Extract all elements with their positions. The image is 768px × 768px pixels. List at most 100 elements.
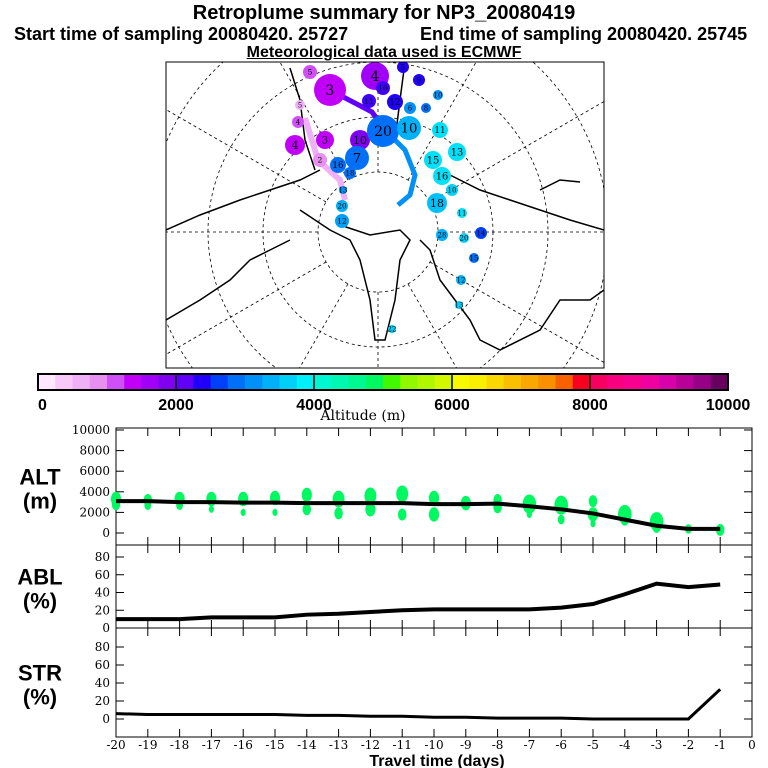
trajectory-cluster-marker (350, 130, 370, 150)
altitude-cluster-point (208, 505, 214, 513)
colorbar-swatch (607, 374, 625, 390)
colorbar-swatch (486, 374, 505, 390)
colorbar-swatch (348, 374, 367, 390)
x-tick-label: -16 (234, 738, 253, 752)
colorbar-swatch (659, 374, 677, 390)
longitude-line (166, 109, 327, 203)
longitude-line (429, 261, 604, 363)
colorbar-swatch (262, 374, 280, 390)
cluster-label: 9 (417, 76, 421, 84)
coastline (439, 169, 604, 231)
cluster-label: 18 (346, 169, 355, 177)
colorbar-swatch (624, 374, 643, 390)
x-tick-label: -15 (265, 738, 284, 752)
y-tick-label: 4000 (79, 485, 110, 499)
colorbar-swatch (417, 374, 436, 390)
colorbar-swatch (383, 374, 401, 390)
coastline (166, 169, 321, 231)
colorbar-swatch (89, 374, 108, 390)
cluster-label: 2 (318, 156, 323, 165)
trajectory-cluster-marker (427, 193, 447, 213)
cluster-label: 11 (364, 97, 374, 106)
cluster-label: 15 (427, 155, 440, 166)
x-tick-label: -4 (619, 738, 631, 752)
colorbar-tick-label: 8000 (572, 397, 608, 414)
cluster-label: 10 (401, 122, 418, 137)
altitude-cluster-point (301, 487, 312, 503)
colorbar-swatch (107, 374, 125, 390)
cluster-label: 10 (353, 134, 367, 147)
trajectory-cluster-marker (387, 94, 403, 110)
colorbar-swatch (693, 374, 712, 390)
cluster-label: 13 (339, 186, 348, 194)
cluster-label: 20 (338, 202, 347, 210)
cluster-label: 10 (378, 84, 388, 93)
altitude-cluster-point (557, 514, 565, 525)
altitude-cluster-point (397, 508, 407, 521)
cluster-label: 15 (470, 254, 479, 262)
y-tick-label: 0 (102, 621, 110, 635)
trajectory-cluster-marker (432, 122, 448, 138)
cluster-label: 5 (401, 63, 405, 71)
cluster-label: 4 (292, 139, 299, 152)
x-tick-label: -5 (587, 738, 599, 752)
y-tick-label: 20 (95, 603, 110, 617)
y-tick-label: 60 (95, 568, 110, 582)
trajectory-cluster-marker (397, 116, 421, 140)
altitude-cluster-point (590, 520, 596, 528)
longitude-line (299, 283, 349, 368)
colorbar-swatch (55, 374, 73, 390)
trajectory-cluster-marker (313, 153, 327, 167)
colorbar-swatch (572, 374, 591, 390)
colorbar-swatch (72, 374, 91, 390)
trajectory-cluster-marker (314, 74, 346, 106)
colorbar-swatch (555, 374, 574, 390)
trajectory-cluster-marker (295, 100, 305, 110)
cluster-label: 3 (322, 135, 328, 146)
y-tick-label: 0 (102, 712, 110, 726)
y-tick-label: 8000 (79, 444, 110, 458)
trajectory-cluster-marker (330, 157, 346, 173)
trajectory-cluster-marker (446, 184, 458, 196)
altitude-cluster-point (365, 502, 376, 517)
trajectory-line (383, 128, 418, 207)
cluster-label: 10 (448, 186, 457, 194)
y-tick-label: 40 (95, 676, 110, 690)
trajectory-cluster-marker (424, 151, 442, 169)
altitude-cluster-point (272, 508, 278, 516)
cluster-label: 7 (353, 152, 361, 167)
coastline (539, 179, 581, 191)
colorbar-tick-label: 0 (38, 397, 47, 414)
longitude-line (166, 261, 327, 355)
panel-label: ABL (17, 565, 62, 590)
cluster-label: 20 (374, 124, 392, 140)
x-tick-label: -1 (714, 738, 726, 752)
series-line (116, 499, 721, 531)
y-tick-label: 6000 (79, 464, 110, 478)
trajectory-cluster-marker (335, 214, 349, 228)
colorbar-swatch (521, 374, 539, 390)
cluster-label: 16 (332, 161, 344, 171)
x-axis-label: Travel time (days) (369, 753, 504, 768)
altitude-cluster-point (522, 494, 537, 514)
colorbar-swatch (538, 374, 556, 390)
series-line (115, 688, 722, 721)
panel-label: ALT (19, 465, 61, 490)
colorbar-tick-label: 2000 (158, 397, 194, 414)
trajectory-cluster-marker (339, 186, 347, 194)
y-tick-label: 10000 (72, 423, 110, 437)
x-tick-label: -3 (651, 738, 663, 752)
x-tick-label: -11 (393, 738, 412, 752)
x-tick-label: -14 (297, 738, 317, 752)
colorbar-swatch (590, 374, 608, 390)
x-tick-label: -7 (524, 738, 536, 752)
trajectory-cluster-marker (455, 301, 463, 309)
altitude-cluster-point (588, 495, 598, 508)
trajectory-cluster-marker (436, 229, 448, 241)
colorbar-tick-label: 4000 (296, 397, 332, 414)
colorbar-swatch (227, 374, 246, 390)
map-background (166, 62, 604, 368)
cluster-label: 11 (458, 209, 467, 217)
met-data-label: Meteorological data used is ECMWF (246, 44, 522, 61)
